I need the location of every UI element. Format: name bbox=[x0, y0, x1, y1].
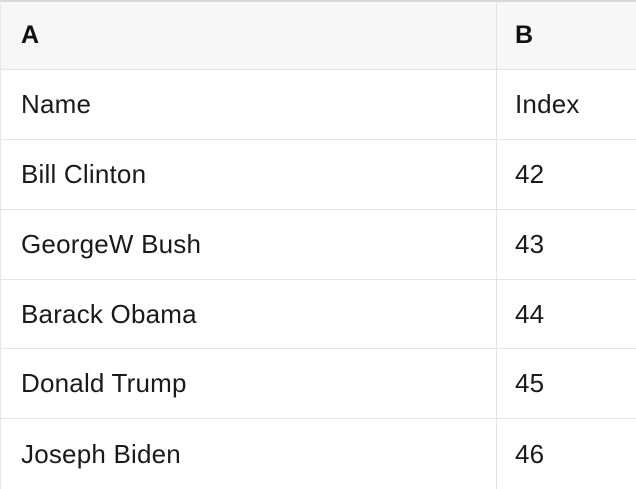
cell-text: 43 bbox=[515, 228, 545, 259]
table-row: GeorgeW Bush 43 bbox=[1, 209, 636, 280]
table-row: Bill Clinton 42 bbox=[1, 139, 636, 210]
cell-b6[interactable]: 46 bbox=[497, 419, 636, 489]
cell-b4[interactable]: 44 bbox=[497, 280, 636, 349]
column-header-b-label: B bbox=[515, 21, 534, 49]
cell-text: Donald Trump bbox=[21, 368, 187, 399]
cell-text: GeorgeW Bush bbox=[21, 228, 202, 259]
cell-text: Bill Clinton bbox=[21, 158, 147, 189]
cell-a6[interactable]: Joseph Biden bbox=[1, 419, 497, 489]
cell-text: 42 bbox=[515, 158, 545, 189]
cell-b5[interactable]: 45 bbox=[497, 349, 636, 418]
table-row: Donald Trump 45 bbox=[1, 349, 636, 420]
cell-text: Joseph Biden bbox=[21, 438, 181, 469]
cell-a4[interactable]: Barack Obama bbox=[1, 279, 497, 349]
column-header-b[interactable]: B bbox=[497, 2, 636, 69]
table-row: Barack Obama 44 bbox=[1, 279, 636, 350]
cell-b3[interactable]: 43 bbox=[497, 210, 636, 279]
cell-a5[interactable]: Donald Trump bbox=[1, 349, 497, 419]
cell-text: Name bbox=[21, 88, 92, 119]
cell-a3[interactable]: GeorgeW Bush bbox=[1, 209, 497, 279]
table-row: Joseph Biden 46 bbox=[1, 419, 636, 489]
cell-text: 45 bbox=[515, 368, 545, 399]
cell-a2[interactable]: Bill Clinton bbox=[1, 139, 497, 209]
cell-text: Index bbox=[515, 88, 580, 119]
table-row: Name Index bbox=[1, 70, 636, 140]
column-header-a[interactable]: A bbox=[1, 2, 497, 69]
cell-a1[interactable]: Name bbox=[1, 70, 497, 139]
column-header-a-label: A bbox=[21, 21, 40, 49]
cell-b1[interactable]: Index bbox=[497, 70, 636, 139]
column-header-row: A B bbox=[1, 2, 636, 70]
cell-text: Barack Obama bbox=[21, 298, 197, 329]
cell-text: 46 bbox=[515, 438, 545, 469]
cell-b2[interactable]: 42 bbox=[497, 140, 636, 209]
cell-text: 44 bbox=[515, 298, 545, 329]
